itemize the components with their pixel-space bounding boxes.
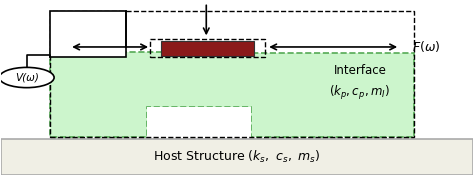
Bar [147,107,251,137]
Text: $F(\omega)$: $F(\omega)$ [412,39,440,54]
Bar [0,139,474,175]
Text: Host Structure $(k_s,\ c_s,\ m_s)$: Host Structure $(k_s,\ c_s,\ m_s)$ [153,149,321,165]
Bar [150,39,265,57]
Text: V(ω): V(ω) [15,73,38,83]
Text: Interface: Interface [333,64,386,77]
Bar [50,11,414,137]
Bar [50,53,414,137]
Text: $(k_p, c_p, m_I)$: $(k_p, c_p, m_I)$ [329,84,390,102]
Bar [161,41,254,56]
Circle shape [0,67,54,88]
Polygon shape [50,52,414,137]
Bar [50,11,126,56]
Bar [50,52,211,112]
